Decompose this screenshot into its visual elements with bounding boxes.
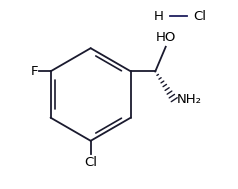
Text: F: F — [31, 65, 38, 78]
Text: Cl: Cl — [84, 156, 97, 169]
Text: NH₂: NH₂ — [177, 93, 202, 106]
Text: H: H — [154, 10, 164, 22]
Text: HO: HO — [155, 31, 176, 44]
Text: Cl: Cl — [194, 10, 207, 22]
